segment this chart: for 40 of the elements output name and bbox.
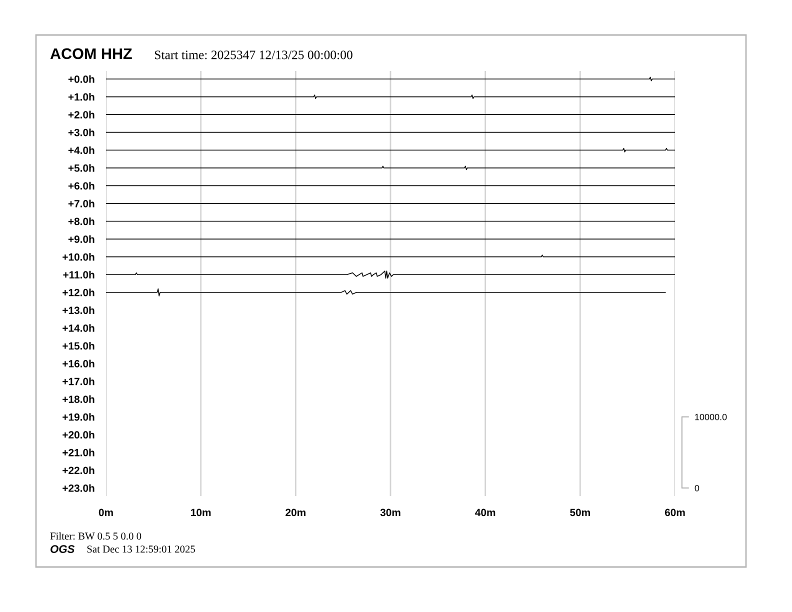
y-tick-label: +0.0h: [68, 75, 94, 83]
chart-subtitle: Start time: 2025347 12/13/25 00:00:00: [154, 50, 352, 60]
y-tick-label: +20.0h: [62, 430, 94, 439]
y-tick-label: +22.0h: [62, 466, 94, 474]
y-tick-label: +17.0h: [62, 378, 94, 386]
x-tick-label: 0m: [98, 508, 113, 516]
y-tick-label: +12.0h: [62, 288, 94, 296]
chart-title: ACOM HHZ: [50, 48, 132, 60]
y-tick-label: +7.0h: [68, 200, 94, 208]
text: Filter: BW 0.5 5 0.0 0: [50, 532, 142, 540]
x-tick-label: 10m: [191, 508, 211, 516]
y2-tick-label: 10000.0: [695, 414, 727, 420]
y-tick-label: +19.0h: [62, 413, 94, 421]
x-tick-label: 40m: [475, 508, 496, 516]
y-tick-label: +16.0h: [62, 360, 94, 368]
y-tick-label: +8.0h: [68, 217, 94, 226]
line-series: [106, 270, 675, 279]
y-tick-label: +18.0h: [62, 395, 94, 403]
x-tick-label: 20m: [286, 508, 306, 516]
y-tick-label: +11.0h: [63, 270, 94, 278]
y-tick-label: +4.0h: [68, 146, 94, 154]
y-tick-label: +9.0h: [68, 235, 94, 243]
y-tick-label: +23.0h: [62, 484, 94, 492]
text: OGS: [50, 545, 75, 553]
x-tick-label: 30m: [380, 508, 400, 516]
y-tick-label: +6.0h: [68, 182, 94, 190]
y-tick-label: +10.0h: [62, 253, 94, 261]
y2-tick-label: 0: [694, 484, 700, 492]
y-tick-label: +21.0h: [62, 448, 94, 456]
x-tick-label: 60m: [664, 508, 685, 516]
line-series: [106, 288, 666, 296]
y-tick-label: +14.0h: [62, 324, 94, 332]
y-tick-label: +5.0h: [68, 164, 94, 172]
y-tick-label: +3.0h: [68, 128, 94, 136]
y-tick-label: +13.0h: [62, 306, 94, 314]
y-tick-label: +1.0h: [68, 93, 94, 101]
text: Sat Dec 13 12:59:01 2025: [87, 546, 196, 553]
y-tick-label: +2.0h: [68, 110, 94, 118]
x-tick-label: 50m: [570, 508, 590, 516]
y-tick-label: +15.0h: [62, 342, 94, 350]
